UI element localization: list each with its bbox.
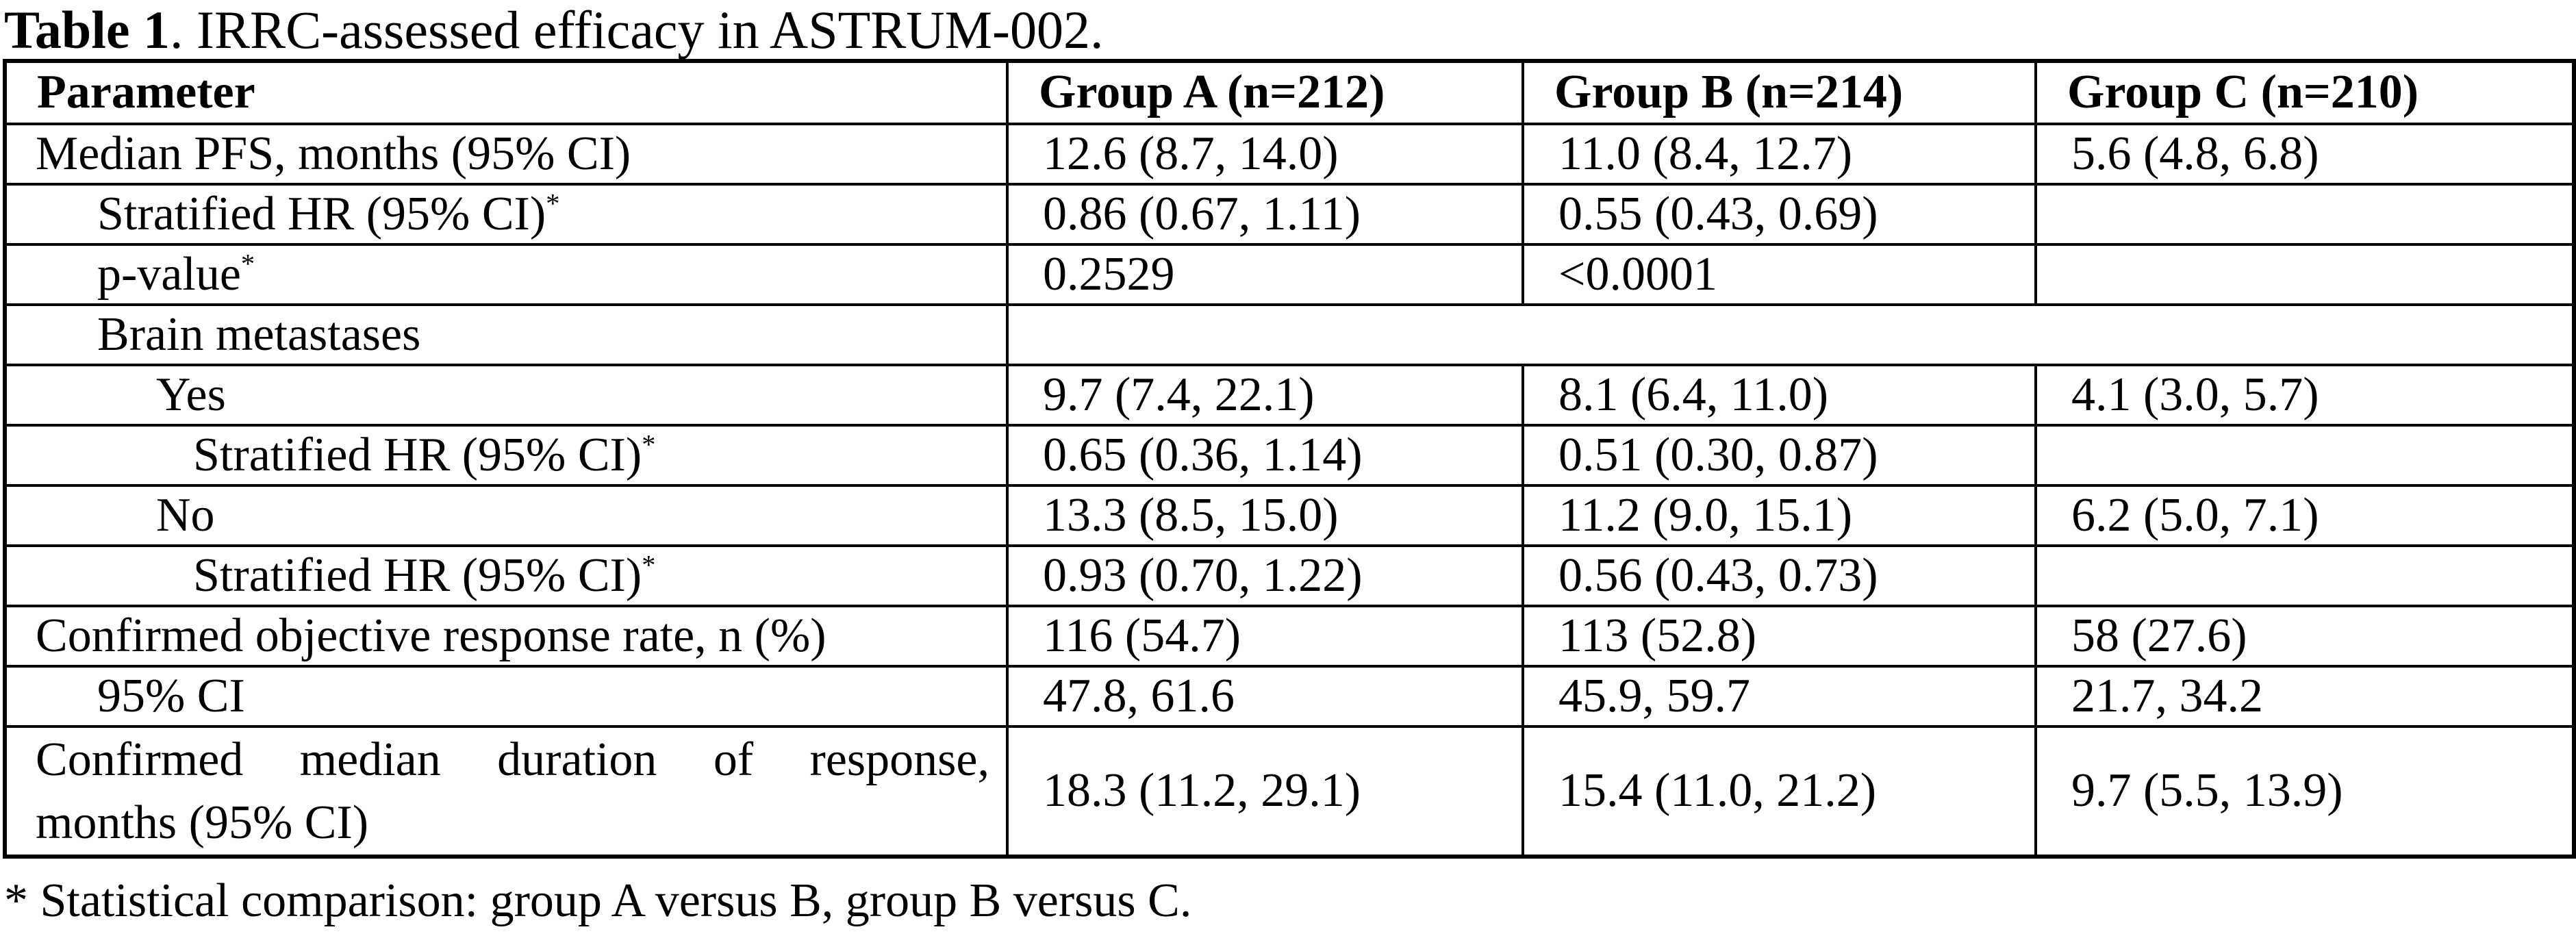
table-cell-value: 0.65 (0.36, 1.14): [1006, 424, 1524, 487]
table-cell-value: [2034, 424, 2575, 487]
table-cell-value: [2034, 544, 2575, 607]
table-caption-number: Table 1: [4, 0, 171, 60]
table-cell-value: 0.86 (0.67, 1.11): [1006, 183, 1524, 246]
table-cell-value: 8.1 (6.4, 11.0): [1521, 364, 2037, 427]
table-cell-value: <0.0001: [1521, 243, 2037, 306]
table-row: Stratified HR (95% CI)* 0.93 (0.70, 1.22…: [3, 544, 2575, 607]
column-header-group-c: Group C (n=210): [2034, 60, 2575, 125]
table-row: Yes 9.7 (7.4, 22.1) 8.1 (6.4, 11.0) 4.1 …: [3, 364, 2575, 427]
table-cell-value: 11.0 (8.4, 12.7): [1521, 123, 2037, 186]
table-cell-value: 47.8, 61.6: [1006, 665, 1524, 728]
table-cell-value: 12.6 (8.7, 14.0): [1006, 123, 1524, 186]
table-cell-value: 6.2 (5.0, 7.1): [2034, 484, 2575, 547]
table-footnote: * Statistical comparison: group A versus…: [4, 874, 1192, 927]
efficacy-table: Parameter Group A (n=212) Group B (n=214…: [3, 59, 2576, 859]
table-cell-value: 9.7 (7.4, 22.1): [1006, 364, 1524, 427]
table-cell-value: 0.56 (0.43, 0.73): [1521, 544, 2037, 607]
table-row: p-value* 0.2529 <0.0001: [3, 243, 2575, 306]
table-cell-value: 113 (52.8): [1521, 605, 2037, 668]
table-cell-parameter: p-value*: [3, 243, 1009, 306]
table-cell-parameter: Confirmed objective response rate, n (%): [3, 605, 1009, 668]
table-cell-value: 21.7, 34.2: [2034, 665, 2575, 728]
table-cell-parameter: Stratified HR (95% CI)*: [3, 544, 1009, 607]
table-cell-parameter: Confirmed median duration of response, m…: [3, 725, 1009, 858]
table-cell-parameter: Yes: [3, 364, 1009, 427]
parameter-line-1: Confirmed median duration of response,: [36, 733, 989, 786]
table-cell-value: 5.6 (4.8, 6.8): [2034, 123, 2575, 186]
table-row: Stratified HR (95% CI)* 0.65 (0.36, 1.14…: [3, 424, 2575, 487]
table-cell-value: 9.7 (5.5, 13.9): [2034, 725, 2575, 858]
table-cell-parameter: Stratified HR (95% CI)*: [3, 183, 1009, 246]
table-caption: Table 1. IRRC-assessed efficacy in ASTRU…: [0, 0, 2576, 59]
table-cell-parameter: Median PFS, months (95% CI): [3, 123, 1009, 186]
table-cell-value: 0.93 (0.70, 1.22): [1006, 544, 1524, 607]
footnote-marker: *: [240, 248, 255, 279]
table-row: Confirmed median duration of response, m…: [3, 725, 2575, 858]
table-cell-value: 18.3 (11.2, 29.1): [1006, 725, 1524, 858]
table-row: Confirmed objective response rate, n (%)…: [3, 605, 2575, 668]
table-row: Brain metastases: [3, 303, 2575, 366]
table-cell-merged-empty: [1006, 303, 2575, 366]
table-row: No 13.3 (8.5, 15.0) 11.2 (9.0, 15.1) 6.2…: [3, 484, 2575, 547]
footnote-marker: *: [642, 549, 656, 581]
table-cell-value: 116 (54.7): [1006, 605, 1524, 668]
column-header-group-b: Group B (n=214): [1521, 60, 2037, 125]
table-cell-value: 0.55 (0.43, 0.69): [1521, 183, 2037, 246]
table-cell-parameter: Brain metastases: [3, 303, 1009, 366]
table-row: Stratified HR (95% CI)* 0.86 (0.67, 1.11…: [3, 183, 2575, 246]
table-row: Median PFS, months (95% CI) 12.6 (8.7, 1…: [3, 123, 2575, 186]
column-header-parameter: Parameter: [3, 60, 1009, 125]
table-cell-value: [2034, 243, 2575, 306]
table-cell-value: 13.3 (8.5, 15.0): [1006, 484, 1524, 547]
column-header-group-a: Group A (n=212): [1006, 60, 1524, 125]
parameter-line-2: months (95% CI): [36, 796, 369, 849]
table-cell-value: 0.2529: [1006, 243, 1524, 306]
table-cell-value: 58 (27.6): [2034, 605, 2575, 668]
table-cell-value: 4.1 (3.0, 5.7): [2034, 364, 2575, 427]
table-caption-text: . IRRC-assessed efficacy in ASTRUM-002.: [170, 0, 1104, 60]
footnote-marker: *: [642, 429, 656, 460]
table-cell-value: 15.4 (11.0, 21.2): [1521, 725, 2037, 858]
table-cell-parameter: No: [3, 484, 1009, 547]
table-cell-parameter: Stratified HR (95% CI)*: [3, 424, 1009, 487]
table-row: 95% CI 47.8, 61.6 45.9, 59.7 21.7, 34.2: [3, 665, 2575, 728]
header-row: Parameter Group A (n=212) Group B (n=214…: [3, 60, 2575, 125]
table-cell-parameter: 95% CI: [3, 665, 1009, 728]
table-cell-value: 0.51 (0.30, 0.87): [1521, 424, 2037, 487]
table-cell-value: [2034, 183, 2575, 246]
footnote-marker: *: [546, 188, 560, 219]
table-cell-value: 11.2 (9.0, 15.1): [1521, 484, 2037, 547]
table-cell-value: 45.9, 59.7: [1521, 665, 2037, 728]
